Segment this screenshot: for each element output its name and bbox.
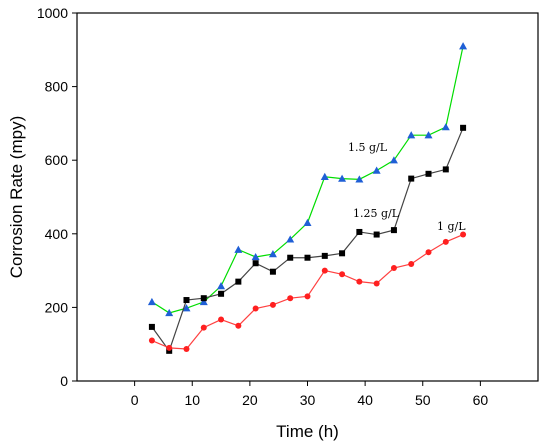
- x-tick-label: 0: [131, 392, 139, 408]
- data-point: [166, 344, 173, 351]
- data-point: [199, 297, 208, 306]
- series-line: [151, 45, 464, 314]
- data-point: [165, 308, 174, 317]
- data-point: [235, 322, 242, 329]
- data-point: [252, 260, 259, 267]
- data-point: [268, 250, 277, 258]
- series-line: [151, 127, 464, 353]
- data-point: [389, 156, 398, 164]
- series-3: [148, 231, 467, 352]
- data-point: [373, 280, 380, 287]
- x-tick-label: 10: [184, 392, 200, 408]
- data-point: [148, 337, 155, 344]
- y-tick-label: 1000: [37, 5, 68, 21]
- data-point: [356, 278, 363, 285]
- data-point: [459, 42, 468, 50]
- data-point: [200, 295, 207, 302]
- data-point: [408, 260, 415, 267]
- data-point: [460, 124, 467, 131]
- data-point: [460, 231, 467, 238]
- data-point: [182, 304, 191, 312]
- data-point: [321, 267, 328, 274]
- data-point: [321, 252, 328, 259]
- data-point: [304, 293, 311, 300]
- data-point: [183, 345, 190, 352]
- series-line: [151, 233, 464, 350]
- data-point: [269, 301, 276, 308]
- data-point: [338, 174, 347, 182]
- series-1: [147, 42, 468, 317]
- y-tick-label: 800: [45, 79, 69, 95]
- data-point: [218, 290, 225, 297]
- data-point: [269, 268, 276, 275]
- data-point: [339, 271, 346, 278]
- y-axis-title: Corrosion Rate (mpy): [7, 116, 26, 279]
- y-tick-label: 600: [45, 152, 69, 168]
- x-tick-label: 30: [300, 392, 316, 408]
- data-point: [147, 297, 156, 306]
- data-point: [287, 254, 294, 261]
- data-point: [390, 265, 397, 272]
- data-point: [183, 297, 190, 304]
- data-point: [286, 235, 295, 243]
- data-point: [442, 166, 449, 173]
- data-point: [234, 245, 243, 253]
- series-annotation: 1.5 g/L: [348, 141, 388, 154]
- data-point: [408, 175, 415, 182]
- x-tick-label: 20: [242, 392, 258, 408]
- series-annotation: 1.25 g/L: [353, 207, 400, 220]
- x-axis-title: Time (h): [276, 422, 339, 441]
- data-point: [218, 316, 225, 323]
- data-point: [303, 218, 312, 226]
- data-point: [252, 305, 259, 312]
- data-point: [425, 170, 432, 177]
- data-point: [356, 228, 363, 235]
- y-tick-label: 200: [45, 299, 69, 315]
- series-2: [148, 124, 467, 354]
- plot-frame: [76, 12, 539, 382]
- annotations: 1.5 g/L 1.25 g/L 1 g/L: [348, 141, 466, 233]
- data-point: [251, 252, 260, 261]
- data-point: [425, 249, 432, 256]
- data-point: [339, 250, 346, 257]
- data-point: [424, 131, 433, 139]
- y-tick-label: 400: [45, 226, 69, 242]
- data-point: [390, 227, 397, 234]
- data-point: [217, 282, 226, 290]
- x-tick-label: 50: [415, 392, 431, 408]
- data-point: [320, 172, 329, 180]
- data-point: [355, 175, 364, 183]
- data-point: [372, 166, 381, 174]
- x-tick-label: 60: [473, 392, 489, 408]
- data-point: [407, 131, 416, 139]
- data-point: [442, 238, 449, 245]
- data-point: [200, 324, 207, 331]
- data-point: [148, 323, 155, 330]
- data-point: [441, 123, 450, 131]
- x-tick-label: 40: [357, 392, 373, 408]
- data-point: [235, 278, 242, 285]
- data-point: [373, 231, 380, 238]
- series-annotation: 1 g/L: [437, 220, 466, 233]
- y-tick-label: 0: [60, 373, 68, 389]
- data-point: [287, 295, 294, 302]
- series-layer: [147, 42, 468, 354]
- data-point: [304, 254, 311, 261]
